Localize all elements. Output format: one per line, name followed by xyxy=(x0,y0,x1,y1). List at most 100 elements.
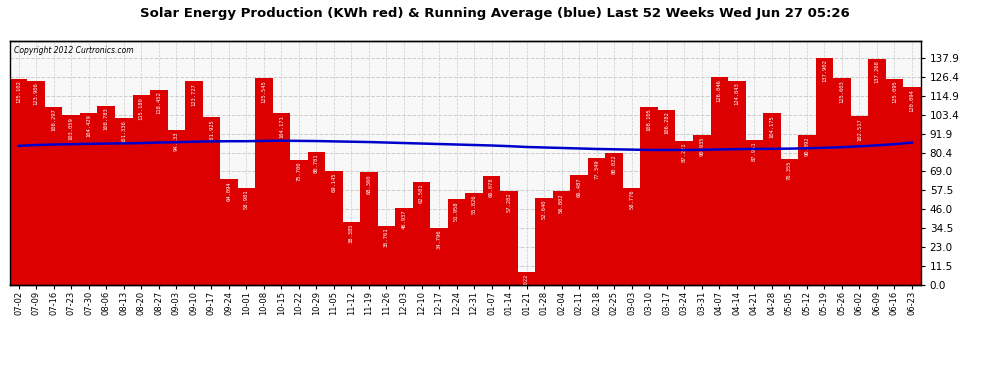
Bar xyxy=(308,152,325,285)
Bar xyxy=(97,106,115,285)
Bar xyxy=(272,113,290,285)
Bar xyxy=(167,130,185,285)
Text: 108.297: 108.297 xyxy=(51,108,56,131)
Bar xyxy=(834,78,850,285)
Bar xyxy=(675,141,693,285)
Text: 101.336: 101.336 xyxy=(121,120,127,142)
Text: 108.105: 108.105 xyxy=(646,109,651,131)
Bar xyxy=(325,171,343,285)
Text: 125.095: 125.095 xyxy=(892,81,897,104)
Text: Solar Energy Production (KWh red) & Running Average (blue) Last 52 Weeks Wed Jun: Solar Energy Production (KWh red) & Runn… xyxy=(141,8,849,21)
Text: 104.171: 104.171 xyxy=(279,115,284,138)
Text: 46.937: 46.937 xyxy=(402,209,407,229)
Bar xyxy=(45,106,62,285)
Text: 123.906: 123.906 xyxy=(34,82,39,105)
Text: Copyright 2012 Curtronics.com: Copyright 2012 Curtronics.com xyxy=(15,46,134,55)
Text: 120.094: 120.094 xyxy=(910,89,915,112)
Bar xyxy=(588,158,606,285)
Bar xyxy=(693,135,711,285)
Text: 90.892: 90.892 xyxy=(804,137,810,156)
Bar xyxy=(378,226,395,285)
Text: 52.640: 52.640 xyxy=(542,200,546,219)
Bar xyxy=(255,78,272,285)
Bar xyxy=(447,200,465,285)
Bar xyxy=(150,90,167,285)
Bar xyxy=(798,135,816,285)
Bar xyxy=(290,160,308,285)
Bar xyxy=(868,59,886,285)
Bar xyxy=(780,159,798,285)
Text: 77.349: 77.349 xyxy=(594,159,599,179)
Text: 102.517: 102.517 xyxy=(857,118,862,141)
Text: 118.452: 118.452 xyxy=(156,92,161,114)
Bar xyxy=(28,81,45,285)
Text: 58.981: 58.981 xyxy=(244,189,248,209)
Text: 87.951: 87.951 xyxy=(751,142,756,161)
Bar xyxy=(850,116,868,285)
Bar xyxy=(80,113,97,285)
Bar xyxy=(10,79,28,285)
Text: 124.043: 124.043 xyxy=(735,82,740,105)
Text: 115.180: 115.180 xyxy=(139,97,144,120)
Bar xyxy=(62,115,80,285)
Text: 137.268: 137.268 xyxy=(874,61,879,83)
Text: 75.700: 75.700 xyxy=(296,162,301,182)
Text: 51.958: 51.958 xyxy=(454,201,459,220)
Bar xyxy=(886,79,903,285)
Bar xyxy=(343,222,360,285)
Bar xyxy=(623,188,641,285)
Bar xyxy=(745,140,763,285)
Bar xyxy=(518,272,536,285)
Text: 104.175: 104.175 xyxy=(769,115,774,138)
Bar xyxy=(728,81,745,285)
Bar xyxy=(465,193,483,285)
Bar xyxy=(570,176,588,285)
Text: 137.902: 137.902 xyxy=(822,60,827,82)
Bar xyxy=(220,180,238,285)
Bar xyxy=(641,107,658,285)
Text: 58.776: 58.776 xyxy=(630,190,635,209)
Text: 80.781: 80.781 xyxy=(314,154,319,173)
Bar xyxy=(500,190,518,285)
Bar xyxy=(763,113,780,285)
Bar xyxy=(606,153,623,285)
Bar xyxy=(133,95,150,285)
Text: 56.802: 56.802 xyxy=(559,193,564,213)
Bar xyxy=(203,117,220,285)
Text: 90.935: 90.935 xyxy=(699,137,704,156)
Text: 66.487: 66.487 xyxy=(576,177,582,197)
Bar xyxy=(483,176,500,285)
Text: 87.221: 87.221 xyxy=(682,143,687,162)
Text: 35.761: 35.761 xyxy=(384,228,389,247)
Text: 8.022: 8.022 xyxy=(524,273,529,290)
Text: 64.094: 64.094 xyxy=(227,181,232,201)
Text: 101.925: 101.925 xyxy=(209,119,214,141)
Bar xyxy=(395,208,413,285)
Text: 76.355: 76.355 xyxy=(787,161,792,180)
Bar xyxy=(552,192,570,285)
Bar xyxy=(360,172,378,285)
Text: 108.783: 108.783 xyxy=(104,108,109,130)
Bar xyxy=(536,198,552,285)
Bar xyxy=(115,118,133,285)
Bar xyxy=(711,77,728,285)
Text: 125.102: 125.102 xyxy=(16,81,21,104)
Text: 34.796: 34.796 xyxy=(437,230,442,249)
Text: 68.360: 68.360 xyxy=(366,174,371,194)
Text: 38.385: 38.385 xyxy=(348,224,354,243)
Bar xyxy=(903,87,921,285)
Bar xyxy=(431,228,447,285)
Text: 80.022: 80.022 xyxy=(612,155,617,174)
Bar xyxy=(238,188,255,285)
Text: 123.727: 123.727 xyxy=(191,83,196,106)
Bar xyxy=(658,110,675,285)
Text: 125.545: 125.545 xyxy=(261,80,266,103)
Bar xyxy=(816,58,834,285)
Text: 57.282: 57.282 xyxy=(507,192,512,212)
Text: 125.603: 125.603 xyxy=(840,80,844,102)
Text: 106.282: 106.282 xyxy=(664,112,669,134)
Text: 62.581: 62.581 xyxy=(419,184,424,203)
Bar xyxy=(413,182,431,285)
Bar xyxy=(185,81,203,285)
Text: 55.826: 55.826 xyxy=(471,195,476,214)
